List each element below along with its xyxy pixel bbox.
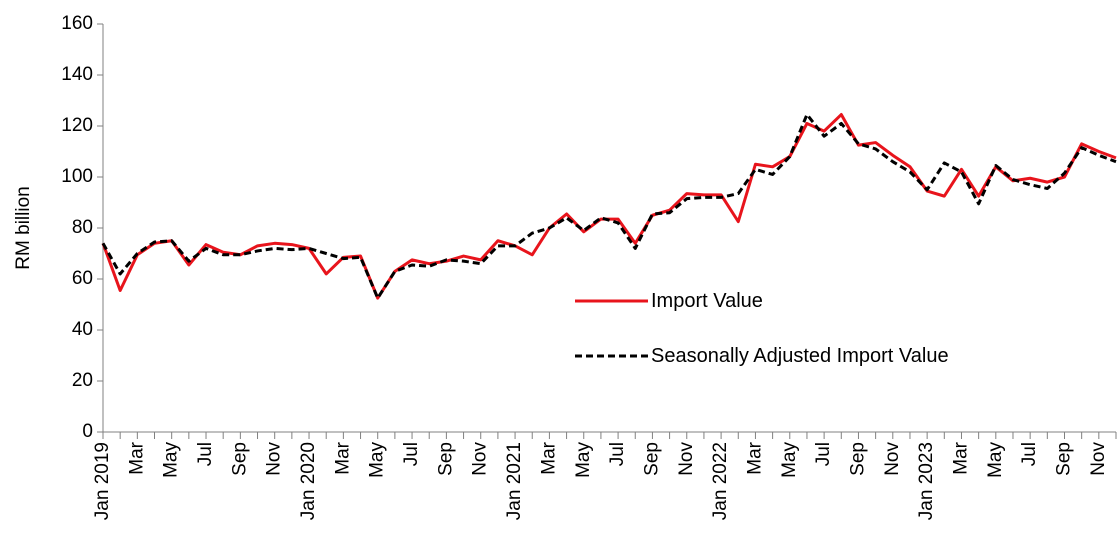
x-tick-label: Jul [607,442,628,466]
y-axis-label: RM billion [13,186,34,269]
y-tick-label: 160 [61,13,93,34]
x-tick-label: May [573,442,594,478]
y-tick-label: 60 [72,268,93,289]
x-tick-label: Mar [538,441,559,474]
x-tick-label: Jan 2020 [298,442,319,520]
x-tick-label: Mar [744,441,765,474]
x-tick-label: Mar [950,441,971,474]
legend-label: Import Value [651,290,763,312]
series-line [101,113,1117,300]
y-tick-label: 120 [61,115,93,136]
x-tick-label: Jul [813,442,834,466]
x-tick-label: May [367,442,388,478]
x-tick-label: Jul [1019,442,1040,466]
legend-label-box: Import Value [651,290,763,312]
x-tick-label: Nov [470,442,491,476]
x-tick-label: Jan 2019 [92,442,113,520]
x-tick-label: Jan 2021 [504,442,525,520]
x-tick-label: May [985,442,1006,478]
x-tick-label: Sep [229,442,250,476]
x-tick-label: Jan 2022 [710,442,731,520]
y-tick-label: 0 [82,421,93,442]
x-tick-label: Nov [1088,442,1109,476]
x-tick-label: Mar [332,441,353,474]
x-tick-label: Mar [126,441,147,474]
x-tick-label: May [779,442,800,478]
x-tick-label: Jul [195,442,216,466]
x-tick-label: Nov [264,442,285,476]
legend-label: Seasonally Adjusted Import Value [651,345,949,367]
x-tick-label: Nov [882,442,903,476]
x-tick-label: May [161,442,182,478]
y-tick-label: 140 [61,64,93,85]
x-tick-label: Sep [1054,442,1075,476]
x-tick-label: Nov [676,442,697,476]
x-tick-label: Jul [401,442,422,466]
x-tick-label: Sep [847,442,868,476]
series-line [101,113,1117,300]
y-tick-label: 80 [72,217,93,238]
y-tick-label: 40 [72,319,93,340]
y-tick-label: 100 [61,166,93,187]
x-tick-label: Sep [435,442,456,476]
y-tick-label: 20 [72,370,93,391]
x-tick-label: Sep [641,442,662,476]
legend-label-box: Seasonally Adjusted Import Value [651,345,949,367]
x-tick-label: Jan 2023 [916,442,937,520]
